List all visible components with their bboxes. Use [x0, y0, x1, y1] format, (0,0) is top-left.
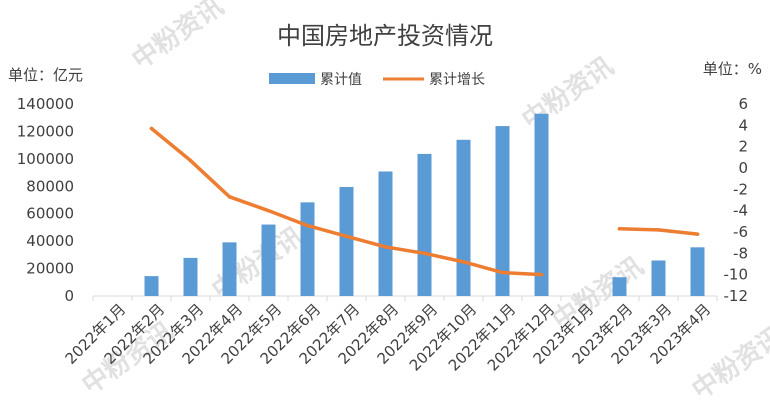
right-tick-label: -4: [733, 202, 748, 220]
growth-point: [501, 271, 505, 275]
watermark-text: 中粉资讯: [127, 0, 229, 76]
legend-label-bar: 累计值: [320, 72, 362, 88]
bar: [652, 260, 666, 296]
left-tick-label: 20000: [26, 260, 74, 278]
growth-point: [384, 245, 388, 249]
growth-point: [228, 195, 232, 199]
right-tick-label: -8: [733, 244, 748, 262]
left-tick-label: 80000: [26, 177, 74, 195]
growth-point: [696, 232, 700, 236]
bar: [184, 258, 198, 296]
legend-swatch-bar: [269, 73, 315, 84]
bar: [613, 277, 627, 296]
growth-point: [150, 127, 154, 131]
bar: [691, 247, 705, 296]
bar: [379, 171, 393, 296]
left-tick-label: 60000: [26, 205, 74, 223]
bar: [418, 154, 432, 296]
left-tick-label: 140000: [17, 95, 74, 113]
left-axis-unit: 单位：亿元: [8, 66, 83, 84]
right-tick-label: 2: [738, 138, 748, 156]
bar: [340, 187, 354, 296]
left-tick-label: 100000: [17, 150, 74, 168]
growth-point: [618, 227, 622, 231]
watermark-text: 中粉资讯: [687, 321, 770, 405]
x-axis: 2022年1月2022年2月2022年3月2022年4月2022年5月2022年…: [62, 296, 717, 375]
growth-point: [189, 159, 193, 163]
growth-point: [345, 234, 349, 238]
growth-point: [423, 252, 427, 256]
left-tick-label: 40000: [26, 232, 74, 250]
bar: [223, 242, 237, 296]
growth-point: [306, 224, 310, 228]
watermark-text: 中粉资讯: [207, 221, 309, 305]
legend: 累计值 累计增长: [269, 72, 485, 88]
right-tick-label: -10: [724, 266, 749, 284]
right-tick-label: 4: [738, 116, 748, 134]
left-tick-label: 0: [64, 287, 74, 305]
bar: [145, 276, 159, 296]
left-tick-label: 120000: [17, 122, 74, 140]
left-axis-ticks: 0 20000 40000 60000 80000 100000 120000 140000: [17, 95, 74, 305]
right-tick-label: -6: [733, 223, 748, 241]
right-axis-ticks: 6 4 2 0 -2 -4 -6 -8 -10 -12: [724, 95, 749, 305]
bar: [535, 114, 549, 296]
watermark-text: 中粉资讯: [517, 51, 619, 135]
bar: [457, 140, 471, 296]
right-tick-label: 6: [738, 95, 748, 113]
growth-point: [267, 209, 271, 213]
growth-point: [462, 260, 466, 264]
right-tick-label: -12: [724, 287, 749, 305]
legend-label-line: 累计增长: [429, 72, 485, 88]
right-tick-label: 0: [738, 159, 748, 177]
right-tick-label: -2: [733, 180, 748, 198]
chart-title: 中国房地产投资情况: [277, 22, 493, 50]
bar: [301, 202, 315, 296]
right-axis-unit: 单位：%: [703, 60, 762, 78]
bar: [262, 225, 276, 296]
growth-point: [540, 273, 544, 277]
growth-point: [657, 228, 661, 232]
